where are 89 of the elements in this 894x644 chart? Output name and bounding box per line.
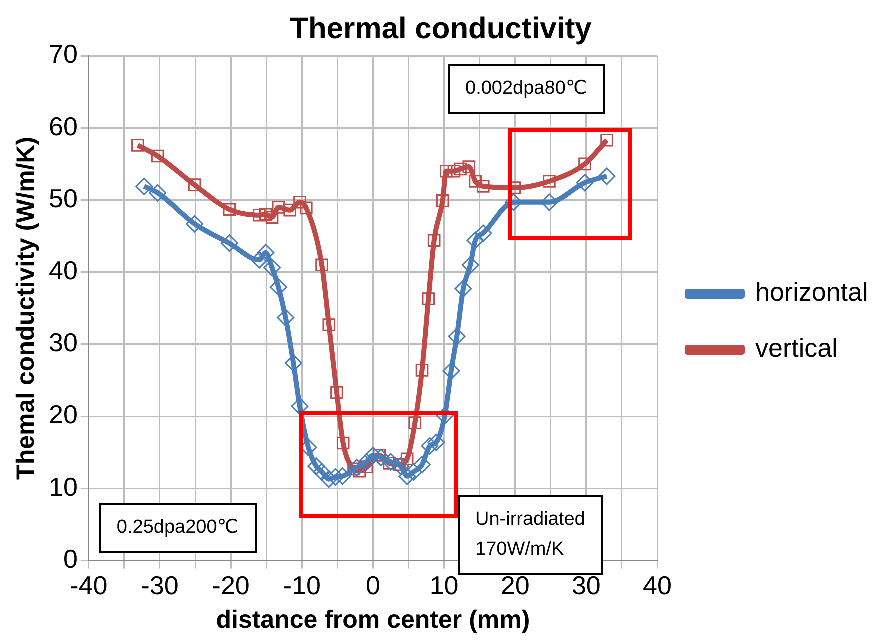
point — [259, 208, 272, 222]
point — [382, 453, 400, 471]
annotation: 0.25dpa200℃ — [98, 502, 257, 553]
point — [416, 364, 429, 377]
point — [454, 162, 468, 176]
point — [408, 416, 422, 430]
point — [132, 139, 144, 152]
point — [440, 164, 453, 178]
point — [348, 459, 366, 477]
point — [272, 201, 286, 214]
x-tick-label: 0 — [366, 570, 380, 601]
point — [284, 204, 296, 217]
point — [476, 180, 490, 193]
point — [422, 292, 436, 306]
x-tick-label: 30 — [572, 570, 601, 601]
point — [448, 164, 461, 178]
point — [294, 196, 306, 209]
point — [372, 448, 390, 466]
point — [270, 278, 288, 296]
point — [448, 328, 466, 346]
point — [291, 398, 309, 416]
point — [320, 470, 338, 488]
point — [505, 194, 523, 212]
point — [223, 203, 236, 216]
x-tick-label: 40 — [643, 570, 672, 601]
y-tick-label: 70 — [49, 39, 78, 70]
legend-label: vertical — [756, 333, 838, 364]
point — [284, 354, 302, 372]
point — [322, 318, 336, 332]
point — [474, 224, 492, 242]
y-axis-title: Themal conductivity (W/m/K) — [12, 136, 40, 480]
point — [151, 150, 164, 163]
point — [543, 175, 556, 188]
point — [414, 456, 431, 474]
point — [462, 256, 480, 274]
point — [404, 463, 422, 481]
point — [264, 259, 282, 277]
point — [313, 463, 331, 481]
annotation: 0.002dpa80℃ — [448, 64, 606, 114]
y-tick-label: 30 — [49, 328, 78, 358]
legend-label: horizontal — [756, 277, 868, 308]
point — [316, 258, 328, 272]
point — [469, 175, 482, 188]
chart-title: Thermal conductivity — [290, 12, 592, 46]
y-tick-label: 40 — [49, 256, 78, 286]
point — [466, 232, 484, 250]
point — [300, 202, 313, 215]
point — [398, 468, 416, 486]
point — [136, 178, 154, 196]
x-axis-title: distance from center (mm) — [216, 606, 530, 634]
y-tick-label: 50 — [49, 183, 78, 214]
point — [326, 468, 344, 486]
point — [428, 234, 441, 248]
x-tick-label: -30 — [141, 570, 179, 601]
point — [358, 453, 376, 471]
point — [266, 211, 279, 224]
point — [598, 168, 616, 186]
point — [250, 251, 268, 269]
x-tick-label: -20 — [212, 570, 250, 601]
point — [334, 468, 352, 486]
point — [578, 158, 592, 171]
point — [454, 280, 472, 298]
point — [330, 386, 344, 400]
point — [462, 160, 476, 174]
x-tick-label: -10 — [283, 570, 321, 601]
point — [253, 208, 266, 222]
point — [576, 174, 594, 192]
point — [442, 362, 460, 380]
point — [277, 309, 295, 327]
point — [308, 458, 326, 476]
x-tick-label: 10 — [430, 570, 459, 601]
y-tick-label: 10 — [49, 472, 78, 502]
point — [540, 194, 558, 212]
point — [336, 436, 350, 450]
point — [257, 244, 275, 262]
annotation: Un-irradiated 170W/m/K — [476, 508, 586, 560]
y-tick-label: 60 — [49, 111, 78, 142]
point — [220, 234, 238, 252]
point — [188, 178, 202, 192]
point — [428, 434, 446, 452]
point — [436, 194, 450, 208]
point — [600, 134, 614, 147]
x-tick-label: 20 — [500, 570, 530, 601]
point — [186, 215, 204, 233]
point — [421, 437, 439, 455]
point — [364, 446, 382, 464]
point — [392, 458, 410, 476]
y-tick-label: 20 — [49, 400, 78, 430]
point — [149, 184, 167, 202]
